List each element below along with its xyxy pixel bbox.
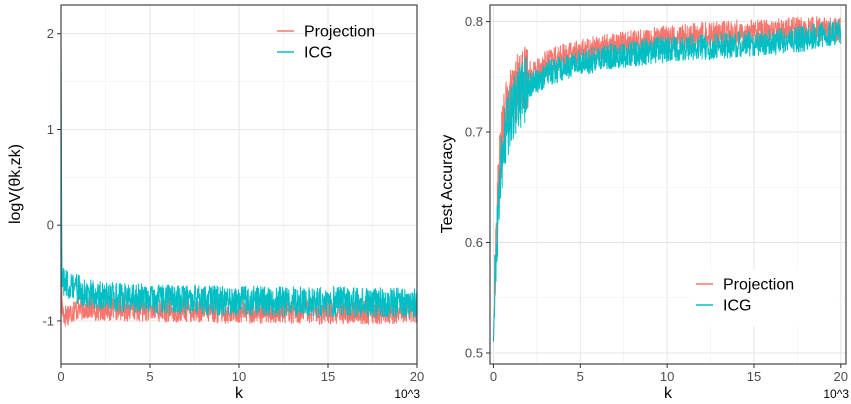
x-tick-label: 5 <box>146 369 153 384</box>
x-axis-scale-note: 10^3 <box>394 387 420 401</box>
legend-label-icg: ICG <box>304 45 332 62</box>
x-tick-label: 0 <box>490 369 497 384</box>
legend-label-projection: Projection <box>304 24 375 41</box>
y-tick-label: 0 <box>47 218 54 233</box>
legend-label-icg: ICG <box>723 298 751 315</box>
x-tick-label: 20 <box>410 369 424 384</box>
left-panel-loss: 0 5 10 15 20 -1 0 1 2 k 10^3 logV(θk,zk) Projection I… <box>7 4 424 402</box>
legend: Projection ICG <box>690 270 838 326</box>
x-axis-label: k <box>235 385 244 402</box>
legend-label-projection: Projection <box>723 277 794 294</box>
y-axis-label: Test Accuracy <box>439 135 456 234</box>
x-tick-label: 0 <box>57 369 64 384</box>
x-tick-label: 15 <box>321 369 335 384</box>
y-tick-label: 0.7 <box>465 125 483 140</box>
x-tick-label: 10 <box>660 369 674 384</box>
x-axis-scale-note: 10^3 <box>823 387 849 401</box>
panel-border <box>489 4 847 365</box>
x-tick-label: 5 <box>577 369 584 384</box>
series-line-icg <box>492 19 842 342</box>
y-tick-label: 2 <box>47 26 54 41</box>
legend: Projection ICG <box>277 24 375 62</box>
x-tick-label: 20 <box>834 369 848 384</box>
y-tick-label: 0.6 <box>465 235 483 250</box>
series-line-icg <box>61 35 417 319</box>
y-tick-label: 0.5 <box>465 345 483 360</box>
y-tick-label: 0.8 <box>465 14 483 29</box>
right-panel-accuracy: 0 5 10 15 20 0.5 0.6 0.7 0.8 k 10^3 Test Accuracy Pr… <box>439 4 849 402</box>
x-tick-label: 10 <box>232 369 246 384</box>
x-axis-label: k <box>664 385 673 402</box>
y-tick-label: 1 <box>47 122 54 137</box>
legend-background <box>690 270 838 326</box>
y-axis-label: logV(θk,zk) <box>7 144 24 224</box>
x-tick-label: 15 <box>747 369 761 384</box>
y-tick-label: -1 <box>42 313 54 328</box>
